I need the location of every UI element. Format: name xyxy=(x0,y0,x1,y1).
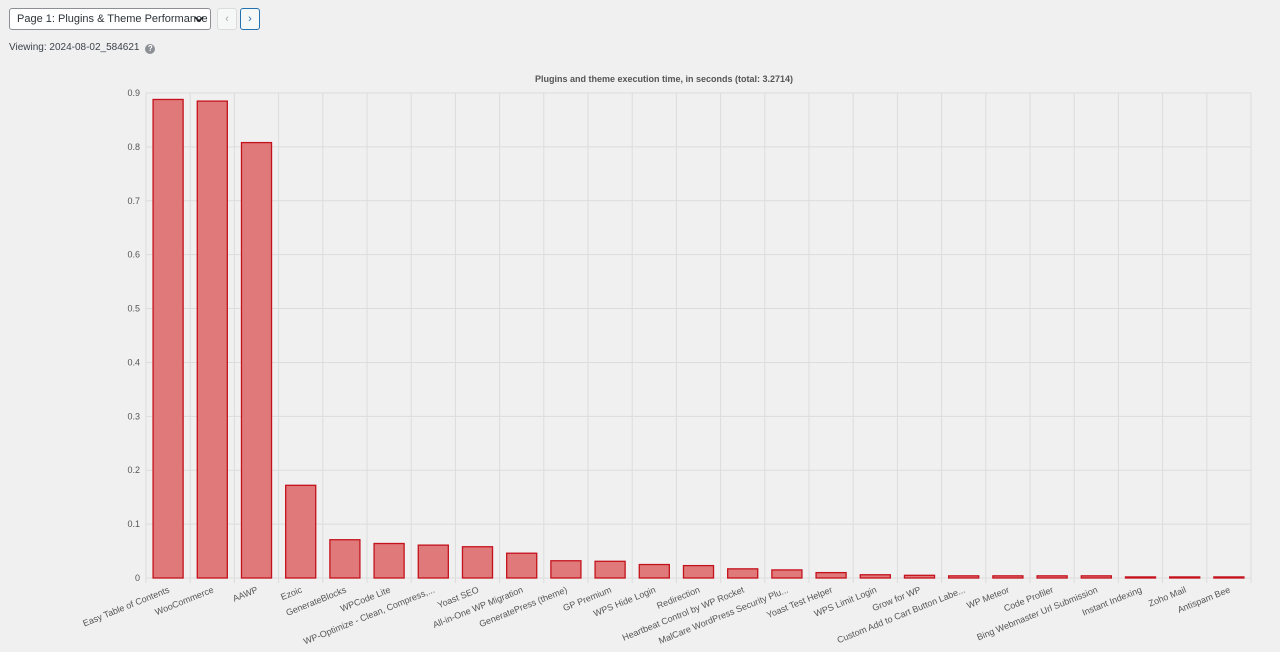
x-tick-label: AAWP xyxy=(231,585,259,604)
bar-5[interactable] xyxy=(373,542,405,579)
y-tick-label: 0.5 xyxy=(127,304,140,314)
y-tick-label: 0.1 xyxy=(127,519,140,529)
execution-time-chart: Plugins and theme execution time, in sec… xyxy=(81,74,1252,646)
bar-13[interactable] xyxy=(727,568,759,579)
bar-24[interactable] xyxy=(1213,576,1245,579)
viewing-value: 2024-08-02_584621 xyxy=(49,42,140,53)
bar-20[interactable] xyxy=(1036,575,1068,579)
chevron-down-icon xyxy=(194,16,204,23)
bar-9[interactable] xyxy=(550,560,582,579)
previous-page-button[interactable]: ‹ xyxy=(217,8,237,30)
bar-14[interactable] xyxy=(771,569,803,579)
question-circle-icon[interactable]: ? xyxy=(145,44,156,54)
bar-3[interactable] xyxy=(285,484,317,579)
bar-8[interactable] xyxy=(506,552,538,579)
y-tick-label: 0.6 xyxy=(127,250,140,260)
viewing-info: Viewing: 2024-08-02_584621 ? xyxy=(9,42,156,54)
page-select-value: Page 1: Plugins & Theme Performance xyxy=(17,13,208,25)
y-axis-ticks: 0 0.1 0.2 0.3 0.4 0.5 0.6 0.7 0.8 0.9 xyxy=(127,88,140,583)
y-tick-label: 0.9 xyxy=(127,88,140,98)
y-tick-label: 0.2 xyxy=(127,465,140,475)
bar-15[interactable] xyxy=(815,571,847,579)
bar-21[interactable] xyxy=(1080,575,1112,579)
bar-1[interactable] xyxy=(196,100,228,579)
page-select[interactable]: Page 1: Plugins & Theme Performance xyxy=(9,8,211,30)
y-tick-label: 0.3 xyxy=(127,411,140,421)
bar-12[interactable] xyxy=(682,564,715,579)
bar-4[interactable] xyxy=(329,539,361,579)
bar-22[interactable] xyxy=(1124,576,1157,579)
bar-6[interactable] xyxy=(417,544,449,579)
y-tick-label: 0.7 xyxy=(127,196,140,206)
bar-7[interactable] xyxy=(461,546,494,579)
chart-bars xyxy=(152,98,1245,579)
bar-18[interactable] xyxy=(948,575,980,579)
chart-title: Plugins and theme execution time, in sec… xyxy=(535,74,793,84)
bar-10[interactable] xyxy=(594,560,626,579)
bar-2[interactable] xyxy=(240,141,273,579)
x-tick-label: Ezoic xyxy=(279,584,304,602)
y-tick-label: 0 xyxy=(135,573,140,583)
bar-0[interactable] xyxy=(152,98,184,579)
y-tick-label: 0.8 xyxy=(127,142,140,152)
bar-19[interactable] xyxy=(992,575,1024,579)
bar-11[interactable] xyxy=(638,563,670,579)
bar-17[interactable] xyxy=(903,574,936,579)
bar-23[interactable] xyxy=(1169,576,1201,579)
next-page-button[interactable]: › xyxy=(240,8,260,30)
bar-16[interactable] xyxy=(859,574,891,579)
y-tick-label: 0.4 xyxy=(127,357,140,367)
viewing-label: Viewing: xyxy=(9,42,47,53)
